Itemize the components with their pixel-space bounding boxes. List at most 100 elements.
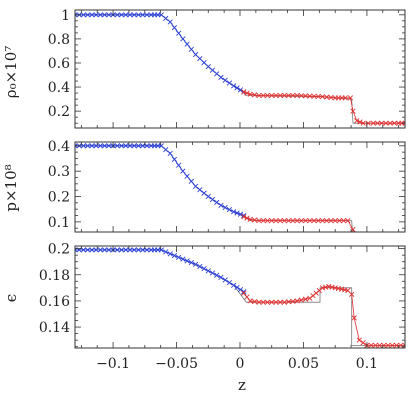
red-cross-series [241,214,397,244]
data-point [277,299,283,305]
data-point [101,12,108,18]
y-tick-label: 0.2 [48,104,70,120]
data-point [222,204,228,211]
data-point [197,187,203,193]
data-point [342,95,348,101]
data-point [226,80,233,86]
data-point [176,162,182,168]
data-point [269,299,275,305]
data-point [214,71,220,77]
series-line [243,286,405,346]
data-point [118,143,125,149]
plot-frame [74,9,406,129]
y-tick-label: 0.4 [48,80,70,96]
data-point [237,87,244,93]
data-point [360,340,366,346]
data-point [75,143,78,149]
data-point [358,237,363,242]
data-point [209,270,216,276]
data-point [356,337,362,343]
data-point [222,77,228,83]
data-point [123,12,129,18]
data-point [241,289,247,295]
x-tick-label: 0.1 [356,356,378,372]
data-point [144,12,150,18]
data-point [209,196,216,203]
reference-solution-line [75,249,405,346]
data-point [251,298,258,305]
data-point [231,282,237,288]
data-point [231,83,237,89]
reference-solution-line [75,14,405,124]
data-point [188,46,194,52]
data-point [127,12,133,18]
data-point [192,183,199,189]
data-point [391,120,398,126]
data-point [357,119,363,125]
data-point [80,143,87,149]
data-point [311,217,317,224]
data-point [197,263,203,270]
data-point [315,217,321,224]
data-point [354,236,359,241]
data-point [176,30,182,36]
data-point [360,120,366,126]
data-point [256,92,262,99]
data-point [294,92,300,99]
data-point [85,143,91,149]
data-point [93,12,99,18]
data-point [131,143,137,149]
data-point [85,247,91,253]
data-point [264,92,271,99]
data-point [101,247,108,253]
data-point [114,12,120,18]
data-point [158,143,164,149]
y-tick-label: 0.8 [48,32,70,48]
data-point [392,239,397,244]
data-point [171,156,178,162]
data-point [135,143,142,149]
data-point [345,287,351,294]
plot-frame [74,245,406,349]
x-tick-label: 0.05 [288,356,319,372]
data-point [371,239,376,244]
data-point [135,12,142,18]
data-point [244,90,250,96]
y-tick-label: 0.2 [48,242,70,258]
data-point [251,217,258,223]
data-point [347,95,354,101]
data-point [302,296,309,302]
data-point [328,217,334,224]
data-point [277,217,283,224]
data-point [184,173,190,179]
data-point [167,150,173,157]
data-point [127,143,133,149]
y-tick-label: 0.2 [48,190,70,206]
data-point [375,239,380,244]
data-point [144,143,150,149]
blue-cross-series [75,12,247,95]
y-tick-label: 0.18 [39,268,70,284]
data-point [114,247,120,253]
data-point [374,120,381,126]
data-point [85,12,91,18]
data-point [80,12,87,18]
data-point [93,143,99,149]
blue-cross-series [75,247,247,295]
data-point [345,217,351,224]
density-panel: 0.2 0.4 0.6 0.8 1 ρ₀×10⁷ [2,8,406,129]
data-point [214,272,220,278]
data-point [106,247,112,253]
data-point [247,91,253,97]
data-point [351,315,357,321]
data-point [328,94,334,101]
data-point [281,299,288,305]
data-point [144,247,150,253]
pressure-panel: 0.1 0.2 0.3 0.4 p×10⁸ [2,139,406,244]
data-point [290,217,296,224]
data-point [383,120,389,126]
data-point [118,12,125,18]
data-point [89,12,95,18]
data-point [260,299,266,305]
